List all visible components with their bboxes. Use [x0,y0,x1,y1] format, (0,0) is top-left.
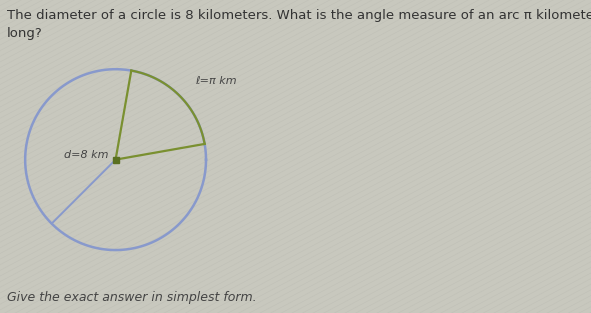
Text: The diameter of a circle is 8 kilometers. What is the angle measure of an arc π : The diameter of a circle is 8 kilometers… [7,9,591,40]
Text: d=8 km: d=8 km [64,150,108,160]
Text: ℓ=π km: ℓ=π km [196,76,237,86]
Text: Give the exact answer in simplest form.: Give the exact answer in simplest form. [7,290,256,304]
